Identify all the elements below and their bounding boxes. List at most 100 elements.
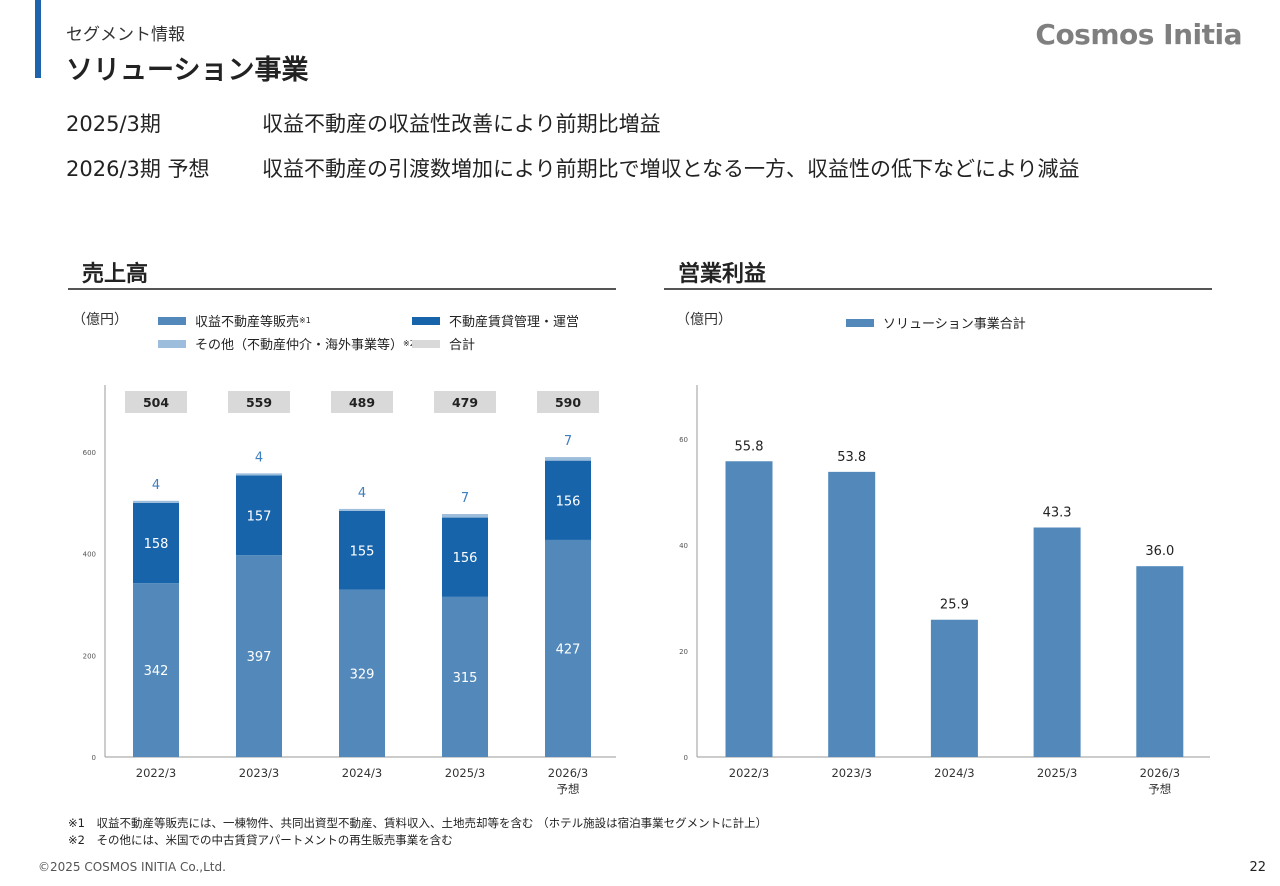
total-value-label: 559	[246, 395, 272, 410]
sales-legend-item-2: 不動産賃貸管理・運営	[412, 311, 579, 330]
legend-swatch	[158, 339, 186, 348]
legend-label: 不動産賃貸管理・運営	[449, 315, 580, 330]
summary-period-1: 2025/3期	[66, 112, 161, 136]
page-title: ソリューション事業	[66, 55, 309, 86]
bar-value-label: 157	[247, 509, 272, 524]
section-label: セグメント情報	[66, 25, 185, 45]
legend-footnote-mark: ※1	[299, 316, 311, 325]
copyright: ©2025 COSMOS INITIA Co.,Ltd.	[38, 860, 226, 874]
x-tick-label: 2023/3	[239, 766, 279, 780]
total-value-label: 504	[143, 395, 169, 410]
bar-value-label: 55.8	[735, 439, 764, 454]
total-box	[537, 391, 599, 413]
bar	[725, 461, 773, 757]
total-box	[125, 391, 187, 413]
bar-segment	[545, 460, 591, 540]
bar-segment	[236, 473, 282, 476]
sales-chart-title: 売上高	[82, 262, 149, 287]
profit-title-rule	[664, 288, 1212, 290]
y-tick-label: 0	[684, 754, 688, 762]
bar-value-label: 4	[152, 478, 160, 493]
x-tick-label: 2023/3	[831, 766, 871, 780]
bar-value-label: 158	[144, 537, 169, 552]
y-tick-label: 20	[679, 648, 688, 656]
total-box	[331, 391, 393, 413]
x-tick-label: 2022/3	[729, 766, 769, 780]
y-tick-label: 200	[83, 652, 96, 660]
bar-value-label: 156	[453, 551, 478, 566]
sales-unit-label: （億円）	[72, 312, 128, 328]
y-tick-label: 600	[83, 449, 96, 457]
y-tick-label: 40	[679, 542, 688, 550]
bar-value-label: 427	[556, 642, 581, 657]
bar-value-label: 36.0	[1145, 544, 1174, 559]
legend-label: 収益不動産等販売	[195, 315, 300, 330]
profit-chart-title: 営業利益	[678, 262, 767, 287]
bar-segment	[339, 510, 385, 590]
bar-segment	[545, 539, 591, 757]
bar-value-label: 25.9	[940, 598, 969, 613]
bar-value-label: 43.3	[1043, 506, 1072, 521]
bar-value-label: 156	[556, 494, 581, 509]
bar-value-label: 397	[247, 650, 272, 665]
bar-value-label: 155	[350, 544, 375, 559]
x-tick-label: 2026/3	[1140, 766, 1180, 780]
page-number: 22	[1249, 860, 1266, 875]
bar-segment	[442, 596, 488, 757]
total-value-label: 489	[349, 395, 375, 410]
footnote-2: ※2 その他には、米国での中古賃貸アパートメントの再生販売事業を含む	[68, 833, 453, 847]
total-box	[228, 391, 290, 413]
legend-swatch	[412, 339, 440, 348]
bar-segment	[133, 583, 179, 757]
legend-label: ソリューション事業合計	[883, 317, 1026, 332]
profit-legend-item-1: ソリューション事業合計	[846, 313, 1026, 332]
legend-swatch	[412, 316, 440, 325]
x-tick-label: 2024/3	[934, 766, 974, 780]
bar-value-label: 7	[461, 491, 469, 506]
x-tick-label: 2024/3	[342, 766, 382, 780]
bar-segment	[339, 589, 385, 757]
y-tick-label: 0	[92, 754, 96, 762]
accent-bar	[35, 0, 41, 78]
legend-label: 合計	[449, 338, 476, 353]
bar	[828, 471, 876, 757]
bar-segment	[236, 555, 282, 757]
bar-segment	[133, 500, 179, 503]
total-box	[434, 391, 496, 413]
y-tick-label: 60	[679, 436, 688, 444]
x-tick-label: 2026/3	[548, 766, 588, 780]
summary-text-2: 収益不動産の引渡数増加により前期比で増収となる一方、収益性の低下などにより減益	[262, 157, 1080, 181]
x-tick-label: 予想	[1148, 782, 1171, 796]
bar-value-label: 4	[255, 450, 263, 465]
sales-title-rule	[68, 288, 616, 290]
company-logo: Cosmos Initia	[1035, 18, 1242, 51]
profit-unit-label: （億円）	[676, 312, 732, 328]
total-value-label: 590	[555, 395, 581, 410]
bar-segment	[545, 457, 591, 461]
legend-label: その他（不動産仲介・海外事業等）	[195, 338, 404, 353]
sales-legend-item-1: 収益不動産等販売 ※1	[158, 311, 311, 330]
legend-swatch	[846, 318, 874, 327]
x-tick-label: 2025/3	[1037, 766, 1077, 780]
bar-value-label: 4	[358, 486, 366, 501]
bar-value-label: 315	[453, 671, 478, 686]
legend-swatch	[158, 316, 186, 325]
bar	[930, 619, 978, 757]
bar	[1033, 527, 1081, 757]
x-tick-label: 予想	[557, 782, 580, 796]
bar-value-label: 329	[350, 667, 375, 682]
bar-segment	[442, 517, 488, 597]
sales-legend-item-3: その他（不動産仲介・海外事業等） ※2	[158, 334, 415, 353]
bar-segment	[133, 502, 179, 584]
sales-legend-item-4: 合計	[412, 334, 475, 353]
x-tick-label: 2025/3	[445, 766, 485, 780]
bar-value-label: 342	[144, 664, 169, 679]
legend-footnote-mark: ※2	[403, 339, 415, 348]
summary-text-1: 収益不動産の収益性改善により前期比増益	[262, 112, 661, 136]
footnote-1: ※1 収益不動産等販売には、一棟物件、共同出資型不動産、賃料収入、土地売却等を含…	[68, 816, 768, 830]
bar	[1136, 566, 1184, 757]
bar-segment	[236, 475, 282, 556]
bar-segment	[339, 508, 385, 511]
